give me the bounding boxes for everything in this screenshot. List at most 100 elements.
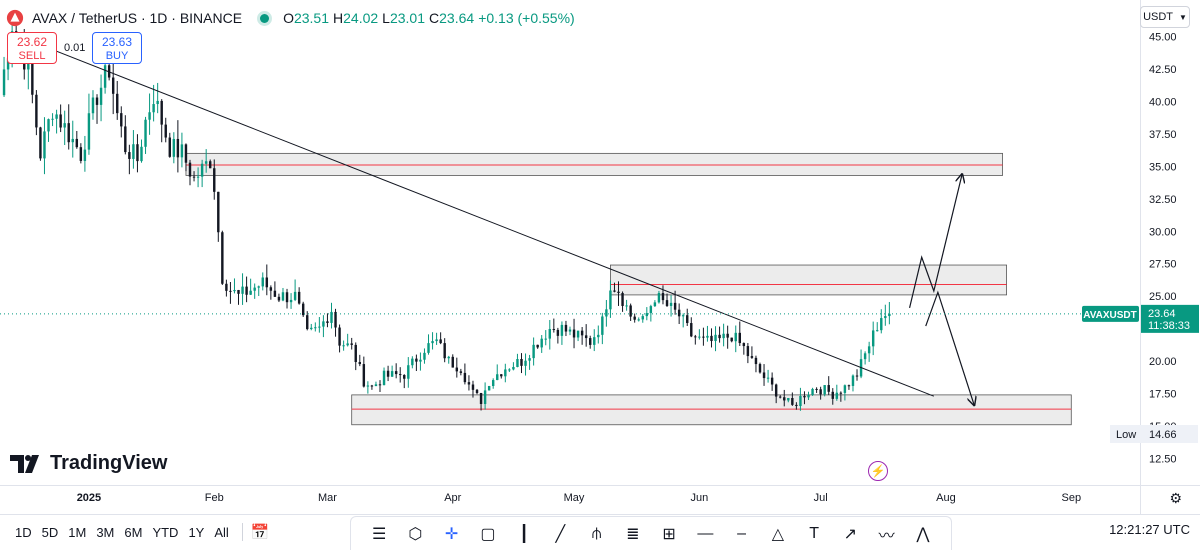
- candle-body: [439, 339, 442, 344]
- select-lines-icon[interactable]: ☰: [371, 525, 387, 543]
- candle-body: [787, 397, 790, 401]
- buy-button[interactable]: 23.63 BUY: [92, 32, 142, 64]
- candle-body: [200, 163, 204, 177]
- x-tick-label: Jul: [814, 492, 828, 504]
- elliott-icon[interactable]: ⋀: [916, 525, 930, 543]
- candle-body: [649, 306, 653, 314]
- x-tick-label: Feb: [205, 492, 224, 504]
- y-tick-label: 40.00: [1149, 96, 1177, 108]
- hline-icon[interactable]: –: [737, 524, 747, 542]
- pitchfork-icon[interactable]: ⫛: [591, 524, 602, 542]
- candle-body: [273, 290, 277, 297]
- timeframe-1y[interactable]: 1Y: [188, 524, 205, 540]
- low-label: L: [382, 10, 390, 26]
- candle-body: [766, 377, 770, 379]
- gann-icon[interactable]: ⊞: [662, 525, 676, 543]
- candle-body: [475, 389, 479, 393]
- candle-body: [593, 337, 596, 345]
- candle-body: [799, 395, 802, 407]
- candle-icon[interactable]: ┃: [519, 525, 529, 543]
- timeframe-ytd[interactable]: YTD: [152, 524, 179, 540]
- timeframe-6m[interactable]: 6M: [124, 524, 143, 540]
- candle-body: [686, 315, 689, 324]
- timeframe-all[interactable]: All: [214, 524, 229, 540]
- crosshair-icon[interactable]: ✛: [444, 525, 459, 543]
- sell-button[interactable]: 23.62 SELL: [7, 32, 57, 64]
- candle-body: [621, 292, 624, 306]
- candle-body: [277, 296, 281, 301]
- y-tick-label: 25.00: [1149, 291, 1177, 303]
- candle-body: [31, 58, 34, 95]
- projection-up-path: [908, 174, 963, 309]
- timeframe-1d[interactable]: 1D: [15, 524, 32, 540]
- candle-body: [451, 356, 454, 368]
- candle-body: [867, 346, 871, 354]
- candle-body: [443, 343, 446, 359]
- timeframe-1m[interactable]: 1M: [68, 524, 87, 540]
- candle-body: [774, 384, 778, 397]
- pattern-icon[interactable]: 〰: [878, 527, 895, 545]
- fib-icon[interactable]: ≣: [626, 525, 640, 543]
- candle-body: [641, 316, 644, 320]
- candle-body: [63, 123, 66, 128]
- x-tick-label: Aug: [936, 492, 956, 504]
- timeframe-3m[interactable]: 3M: [96, 524, 115, 540]
- candle-body: [471, 384, 475, 390]
- candle-body: [196, 176, 200, 178]
- candle-body: [140, 146, 143, 162]
- gear-icon[interactable]: ⚙: [1169, 490, 1182, 506]
- ray-icon[interactable]: —: [697, 524, 714, 542]
- candle-body: [876, 330, 879, 332]
- candle-body: [746, 346, 750, 357]
- candle-body: [334, 311, 337, 328]
- x-tick-label: Mar: [318, 492, 337, 504]
- candle-body: [589, 338, 592, 345]
- candle-body: [221, 232, 224, 284]
- node-icon[interactable]: ⬡: [408, 525, 423, 543]
- candle-body: [83, 149, 87, 161]
- candle-body: [168, 137, 171, 157]
- bolt-icon[interactable]: ⚡: [868, 461, 888, 481]
- tradingview-logo[interactable]: TradingView: [10, 452, 167, 475]
- candle-body: [6, 58, 10, 70]
- candle-body: [156, 100, 159, 105]
- candles-group: [2, 19, 891, 411]
- buy-price: 23.63: [101, 35, 133, 49]
- square-icon[interactable]: ▢: [480, 525, 496, 543]
- candle-body: [508, 369, 511, 371]
- y-tick-label: 30.00: [1149, 226, 1177, 238]
- candle-body: [419, 359, 422, 362]
- candle-body: [512, 366, 515, 370]
- candle-body: [884, 316, 887, 319]
- candle-body: [491, 380, 495, 386]
- currency-selector[interactable]: USDT ▼: [1140, 6, 1190, 28]
- candle-body: [411, 358, 414, 366]
- y-tick-label: 17.50: [1149, 389, 1177, 401]
- candle-body: [556, 329, 560, 336]
- candle-body: [67, 123, 70, 143]
- triangle-icon[interactable]: △: [771, 525, 785, 543]
- candle-body: [827, 385, 830, 392]
- candle-body: [87, 113, 91, 150]
- candle-body: [192, 176, 196, 178]
- candle-body: [160, 100, 163, 125]
- trendline-icon[interactable]: ╱: [555, 525, 566, 543]
- candle-body: [706, 335, 709, 338]
- x-tick-label: Sep: [1061, 492, 1081, 504]
- candle-body: [172, 138, 176, 157]
- calendar-icon[interactable]: 📅: [250, 524, 270, 541]
- timeframe-5d[interactable]: 5D: [41, 524, 59, 540]
- text-icon[interactable]: T: [809, 524, 820, 542]
- arrow-icon[interactable]: ↗: [843, 525, 858, 543]
- candle-body: [807, 394, 810, 398]
- candle-body: [35, 94, 38, 128]
- candle-body: [637, 319, 640, 321]
- candle-body: [863, 353, 867, 360]
- candle-body: [734, 332, 737, 342]
- symbol-title[interactable]: AVAX / TetherUS · 1D · BINANCE: [32, 10, 243, 26]
- candle-body: [55, 114, 58, 119]
- candle-body: [204, 161, 208, 164]
- market-status-icon: [260, 13, 270, 23]
- candle-body: [888, 313, 891, 317]
